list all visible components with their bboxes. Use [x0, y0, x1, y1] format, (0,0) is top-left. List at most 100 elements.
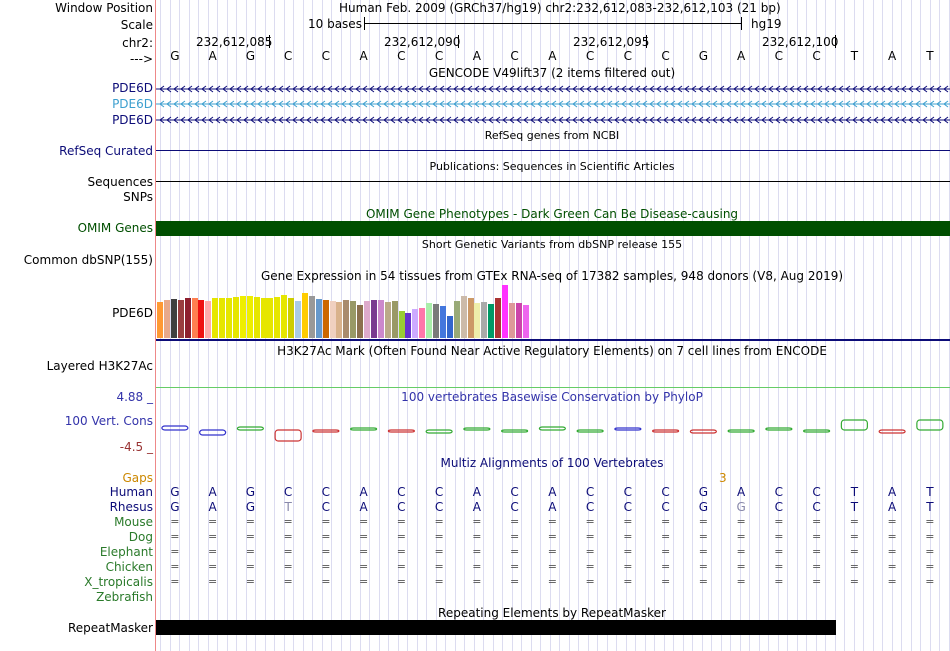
- gencode-gene-label[interactable]: PDE6D: [112, 97, 153, 111]
- gtex-tissue-bar[interactable]: [370, 300, 377, 338]
- repeatmasker-title[interactable]: Repeating Elements by RepeatMasker: [438, 606, 666, 620]
- multiz-species-label[interactable]: Dog: [128, 530, 153, 544]
- gtex-tissue-bar[interactable]: [205, 301, 212, 338]
- gtex-tissue-bar[interactable]: [301, 293, 308, 338]
- refseq-label[interactable]: RefSeq Curated: [59, 144, 153, 158]
- gtex-tissue-bar[interactable]: [515, 303, 522, 338]
- gtex-tissue-bar[interactable]: [508, 303, 515, 338]
- gtex-tissue-bar[interactable]: [267, 298, 274, 338]
- gtex-tissue-bar[interactable]: [467, 298, 474, 338]
- gtex-tissue-bar[interactable]: [274, 297, 281, 338]
- gtex-tissue-bar[interactable]: [239, 296, 246, 338]
- alignment-base: C: [812, 500, 821, 514]
- gtex-tissue-bar[interactable]: [232, 297, 239, 338]
- gtex-tissue-bar[interactable]: [226, 298, 232, 338]
- sequence-base: T: [926, 49, 934, 63]
- gtex-title[interactable]: Gene Expression in 54 tissues from GTEx …: [260, 269, 844, 283]
- gtex-tissue-bar[interactable]: [191, 298, 198, 338]
- multiz-title[interactable]: Multiz Alignments of 100 Vertebrates: [440, 456, 664, 470]
- gencode-gene-label[interactable]: PDE6D: [112, 113, 153, 127]
- gtex-tissue-bar[interactable]: [522, 305, 529, 338]
- gtex-tissue-bar[interactable]: [198, 300, 205, 338]
- multiz-species-label[interactable]: Chicken: [105, 560, 153, 574]
- gtex-tissue-bar[interactable]: [184, 298, 191, 338]
- alignment-match-mark: =: [208, 515, 218, 528]
- repeatmasker-label[interactable]: RepeatMasker: [67, 621, 153, 635]
- gtex-tissue-bar[interactable]: [439, 306, 446, 338]
- alignment-match-mark: =: [547, 545, 557, 558]
- gtex-tissue-bar[interactable]: [246, 296, 253, 338]
- omim-title[interactable]: OMIM Gene Phenotypes - Dark Green Can Be…: [365, 207, 739, 221]
- coord-tick: [646, 35, 647, 48]
- gtex-label[interactable]: PDE6D: [112, 306, 153, 320]
- gtex-tissue-bar[interactable]: [419, 308, 426, 338]
- grid-line: [540, 0, 541, 651]
- gtex-tissue-bar[interactable]: [453, 301, 460, 338]
- gencode-transcript[interactable]: [156, 85, 950, 93]
- gtex-tissue-bar[interactable]: [177, 300, 184, 338]
- repeatmasker-feature-bar[interactable]: [156, 620, 836, 635]
- publications-title[interactable]: Publications: Sequences in Scientific Ar…: [429, 160, 675, 173]
- gtex-tissue-bar[interactable]: [398, 311, 405, 338]
- multiz-species-label[interactable]: Zebrafish: [96, 590, 153, 604]
- gtex-tissue-bar[interactable]: [260, 298, 267, 338]
- refseq-title[interactable]: RefSeq genes from NCBI: [484, 129, 620, 142]
- gtex-tissue-bar[interactable]: [295, 301, 301, 338]
- omim-feature-bar[interactable]: [156, 221, 950, 236]
- gencode-title[interactable]: GENCODE V49lift37 (2 items filtered out): [428, 66, 676, 80]
- alignment-match-mark: =: [547, 515, 557, 528]
- gtex-tissue-bar[interactable]: [481, 302, 488, 338]
- alignment-match-mark: =: [510, 515, 520, 528]
- gtex-tissue-bar[interactable]: [163, 300, 170, 338]
- gtex-tissue-bar[interactable]: [474, 303, 481, 338]
- gtex-tissue-bar[interactable]: [219, 298, 226, 338]
- gtex-tissue-bar[interactable]: [157, 302, 163, 338]
- window-position-text[interactable]: Human Feb. 2009 (GRCh37/hg19) chr2:232,6…: [339, 1, 781, 15]
- phylop-title[interactable]: 100 vertebrates Basewise Conservation by…: [401, 390, 703, 404]
- sequence-base: A: [359, 49, 368, 63]
- gtex-tissue-bar[interactable]: [446, 316, 453, 338]
- multiz-species-label[interactable]: Elephant: [99, 545, 153, 559]
- phylop-score-mark: [803, 429, 831, 433]
- gtex-tissue-bar[interactable]: [426, 303, 433, 338]
- gtex-tissue-bar[interactable]: [460, 296, 467, 338]
- gtex-tissue-bar[interactable]: [170, 299, 177, 338]
- gtex-tissue-bar[interactable]: [308, 296, 315, 338]
- publications-label[interactable]: Sequences: [87, 175, 153, 189]
- gencode-gene-label[interactable]: PDE6D: [112, 81, 153, 95]
- gtex-tissue-bar[interactable]: [495, 298, 502, 338]
- dbsnp-label[interactable]: Common dbSNP(155): [23, 253, 153, 267]
- dbsnp-title[interactable]: Short Genetic Variants from dbSNP releas…: [421, 238, 683, 251]
- gtex-tissue-bar[interactable]: [288, 298, 295, 338]
- multiz-species-label[interactable]: Rhesus: [109, 500, 153, 514]
- gtex-tissue-bar[interactable]: [488, 304, 495, 338]
- gtex-tissue-bar[interactable]: [281, 295, 288, 338]
- gtex-tissue-bar[interactable]: [391, 301, 398, 338]
- gtex-tissue-bar[interactable]: [377, 300, 384, 338]
- gencode-transcript[interactable]: [156, 100, 950, 108]
- gtex-tissue-bar[interactable]: [315, 299, 322, 338]
- gtex-tissue-bar[interactable]: [357, 305, 364, 338]
- h3k27ac-title[interactable]: H3K27Ac Mark (Often Found Near Active Re…: [277, 344, 827, 358]
- multiz-species-label[interactable]: X_tropicalis: [84, 575, 153, 589]
- h3k27ac-label[interactable]: Layered H3K27Ac: [46, 359, 153, 373]
- multiz-species-label[interactable]: Mouse: [114, 515, 153, 529]
- gencode-transcript[interactable]: [156, 116, 950, 124]
- alignment-base: T: [926, 500, 934, 514]
- phylop-label[interactable]: 100 Vert. Cons: [64, 414, 153, 428]
- gtex-tissue-bar[interactable]: [329, 301, 336, 338]
- gtex-tissue-bar[interactable]: [364, 301, 370, 338]
- gtex-tissue-bar[interactable]: [502, 285, 508, 338]
- gtex-tissue-bar[interactable]: [212, 298, 219, 338]
- gtex-tissue-bar[interactable]: [350, 301, 357, 338]
- gtex-tissue-bar[interactable]: [433, 304, 439, 338]
- gtex-tissue-bar[interactable]: [343, 300, 350, 338]
- multiz-species-label[interactable]: Human: [109, 485, 153, 499]
- gtex-tissue-bar[interactable]: [405, 313, 412, 338]
- gtex-tissue-bar[interactable]: [253, 297, 260, 338]
- gtex-tissue-bar[interactable]: [412, 309, 419, 338]
- gtex-tissue-bar[interactable]: [322, 300, 329, 338]
- omim-label[interactable]: OMIM Genes: [77, 221, 153, 235]
- gtex-tissue-bar[interactable]: [336, 302, 343, 338]
- gtex-tissue-bar[interactable]: [384, 302, 391, 338]
